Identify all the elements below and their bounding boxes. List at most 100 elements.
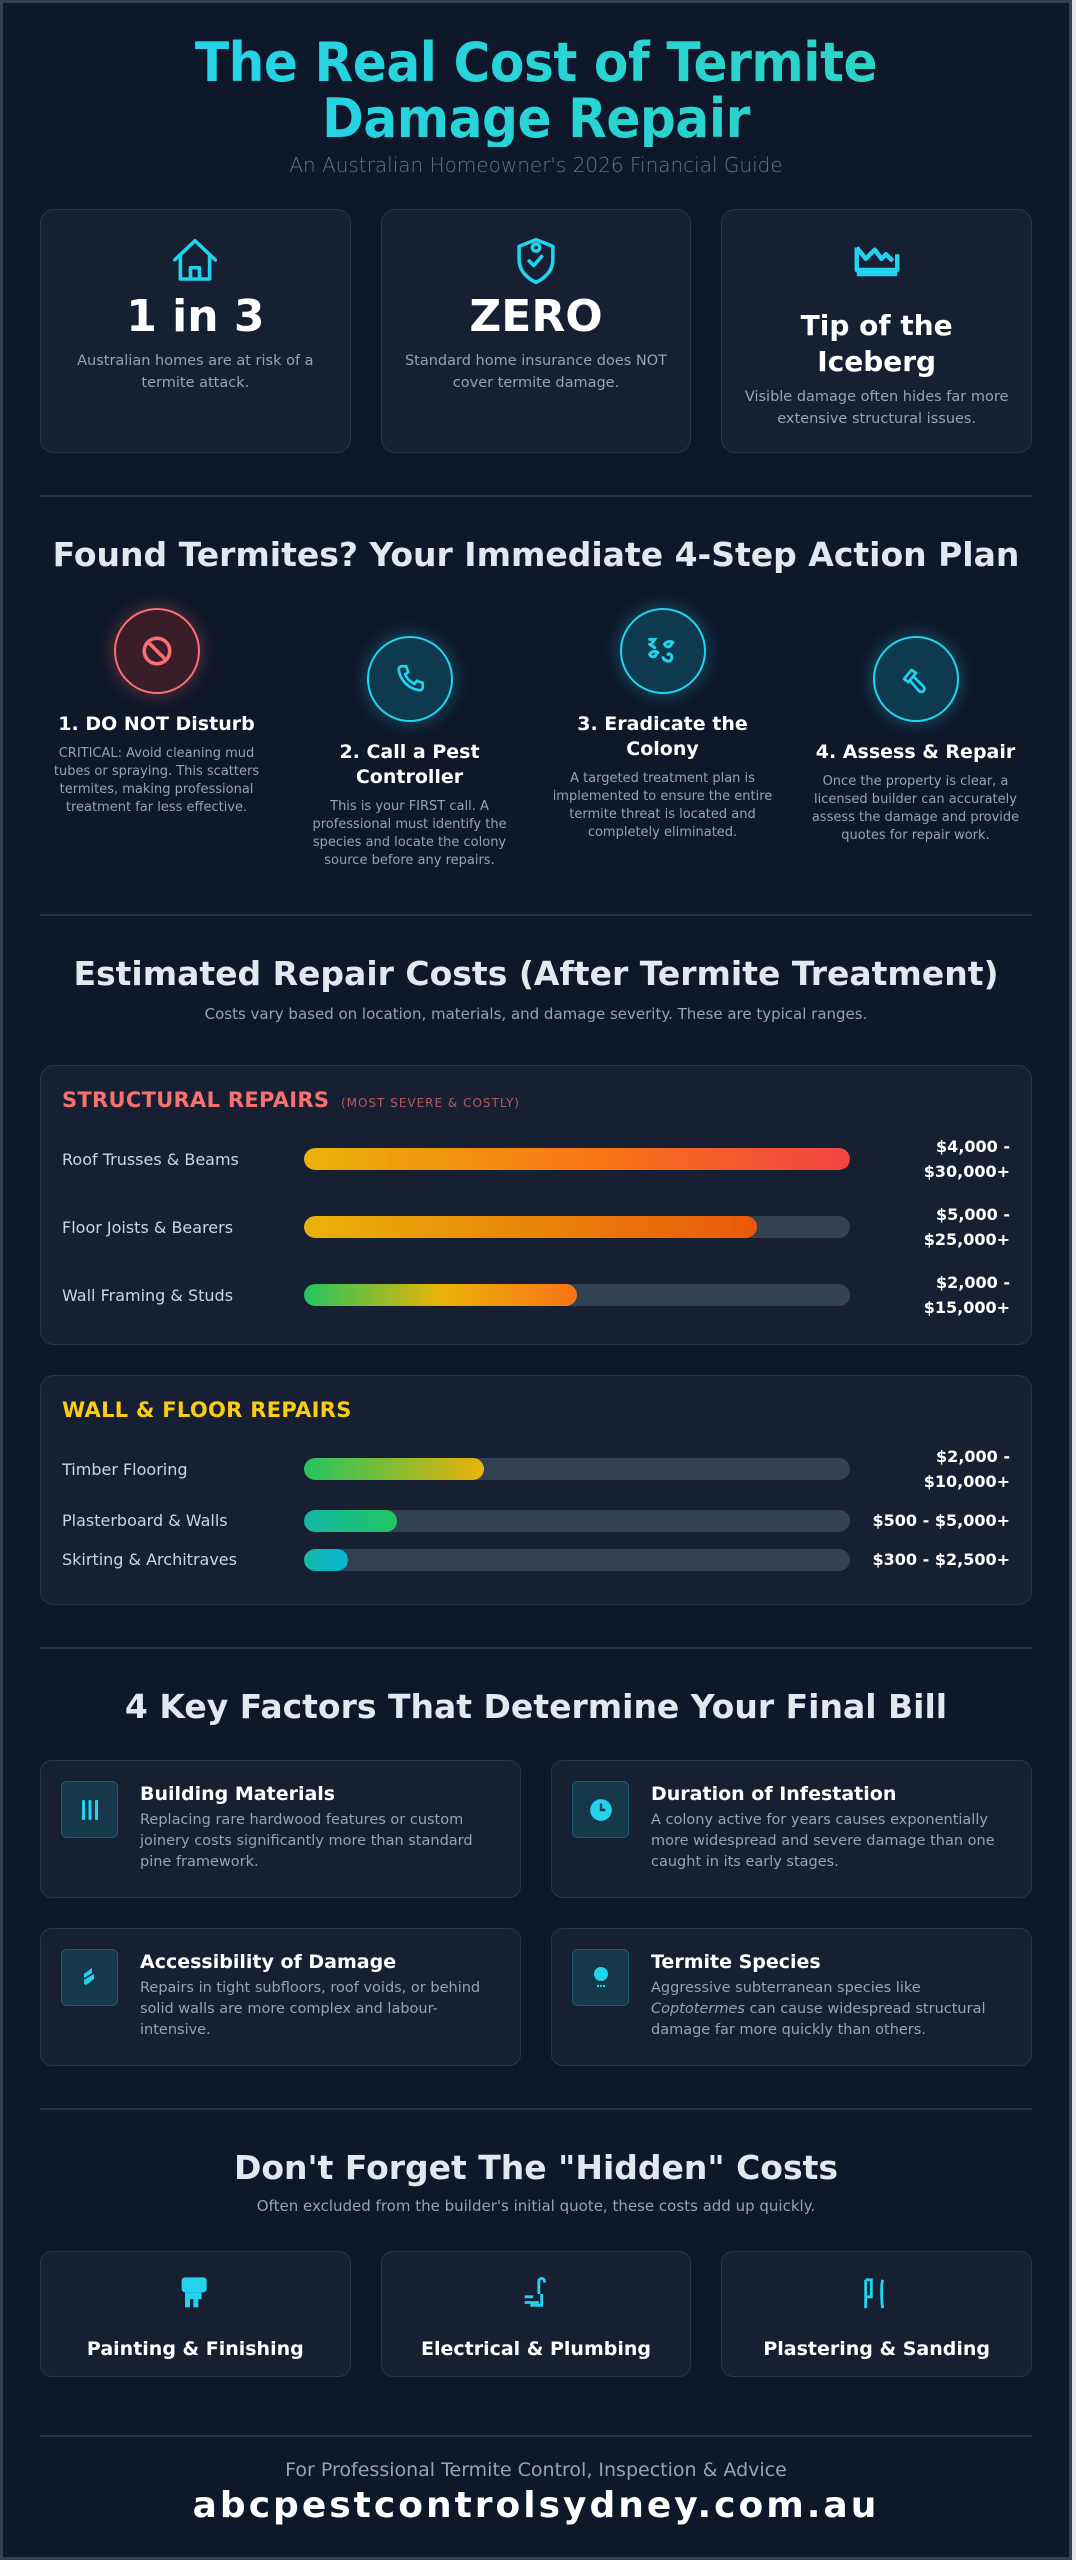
cost-row: Roof Trusses & Beams $4,000 - $30,000+ xyxy=(62,1134,1010,1184)
cost-row: Plasterboard & Walls $500 - $5,000+ xyxy=(62,1508,1010,1533)
cost-bar-fill xyxy=(304,1458,485,1480)
factor-card: Accessibility of Damage Repairs in tight … xyxy=(40,1928,521,2066)
step-1: 1. DO NOT Disturb CRITICAL: Avoid cleani… xyxy=(40,608,273,870)
house-icon xyxy=(173,238,218,281)
paint-roller-icon xyxy=(41,2272,350,2316)
stat-card-insurance: ZERO Standard home insurance does NOT co… xyxy=(380,209,692,453)
stat-card-iceberg: Tip of the Iceberg Visible damage often … xyxy=(721,209,1032,453)
columns-icon xyxy=(61,1781,118,1838)
footer-website-link[interactable]: abcpestcontrolsydney.com.au xyxy=(192,2485,880,2526)
hidden-cost-label: Plastering & Sanding xyxy=(763,2338,990,2360)
bugs-icon xyxy=(647,637,674,663)
section-divider xyxy=(40,2108,1032,2110)
cost-label: Floor Joists & Bearers xyxy=(62,1217,234,1237)
step-title: 4. Assess & Repair xyxy=(815,741,1016,763)
factor-title: Building Materials xyxy=(140,1783,336,1805)
cost-row: Skirting & Architraves $300 - $2,500+ xyxy=(62,1547,1010,1572)
cost-bar-track xyxy=(304,1216,850,1238)
hidden-costs-grid: Painting & Finishing Electrical & Plumbi… xyxy=(40,2251,1032,2377)
step-title: 2. Call a Pest Controller xyxy=(339,741,480,788)
steps-row: 1. DO NOT Disturb CRITICAL: Avoid cleani… xyxy=(40,608,1032,870)
factor-text: A colony active for years causes exponen… xyxy=(651,1812,995,1870)
hidden-costs-section: Don't Forget The "Hidden" Costs Often ex… xyxy=(40,2148,1032,2377)
section-divider xyxy=(40,1647,1032,1649)
stat-text: Visible damage often hides far more exte… xyxy=(744,389,1009,427)
step-text: CRITICAL: Avoid cleaning mud tubes or sp… xyxy=(53,746,260,815)
cost-bar-fill xyxy=(304,1148,850,1170)
factor-text: Repairs in tight subfloors, roof voids, … xyxy=(140,1980,481,2038)
step-3: 3. Eradicate the Colony A targeted treat… xyxy=(546,608,779,870)
section-divider xyxy=(40,495,1032,497)
cost-row: Wall Framing & Studs $2,000 - $15,000+ xyxy=(62,1270,1010,1320)
hidden-cost-label: Painting & Finishing xyxy=(86,2338,304,2360)
step-title: 1. DO NOT Disturb xyxy=(58,713,255,735)
factors-section: 4 Key Factors That Determine Your Final … xyxy=(40,1687,1032,2066)
factor-card: Building Materials Replacing rare hardwoo… xyxy=(40,1760,521,1898)
step-icon-circle xyxy=(366,636,453,722)
trowel-icon xyxy=(722,2272,1031,2316)
hidden-cost-label: Electrical & Plumbing xyxy=(420,2338,651,2360)
cost-range: $4,000 - $30,000+ xyxy=(923,1137,1010,1181)
factors-grid: Building Materials Replacing rare hardwoo… xyxy=(40,1760,1032,2066)
step-text: A targeted treatment plan is implemented… xyxy=(552,771,773,840)
step-title: 3. Eradicate the Colony xyxy=(577,713,748,760)
hidden-costs-title: Don't Forget The "Hidden" Costs xyxy=(233,2148,839,2187)
step-icon-circle xyxy=(872,636,959,722)
plug-icon xyxy=(382,2272,691,2316)
factor-title: Duration of Infestation xyxy=(651,1783,897,1805)
hidden-cost-card: Painting & Finishing xyxy=(40,2251,351,2377)
cost-label: Plasterboard & Walls xyxy=(62,1511,228,1530)
stat-value: Tip of the Iceberg xyxy=(800,309,953,378)
cost-bar-track xyxy=(304,1458,850,1480)
stat-card-risk: 1 in 3 Australian homes are at risk of a… xyxy=(40,209,351,453)
cost-bar-track xyxy=(304,1148,850,1170)
section-divider xyxy=(40,2435,1032,2437)
factor-text: Replacing rare hardwood features or cust… xyxy=(140,1812,473,1870)
footer-tagline: For Professional Termite Control, Inspec… xyxy=(285,2459,787,2481)
step-icon-circle xyxy=(113,608,200,694)
page-subtitle: An Australian Homeowner's 2026 Financial… xyxy=(289,153,783,177)
cost-range: $2,000 - $10,000+ xyxy=(923,1447,1010,1491)
cost-bar-fill xyxy=(304,1216,758,1238)
bug-icon xyxy=(572,1949,629,2006)
step-text: This is your FIRST call. A professional … xyxy=(312,799,507,868)
panel-title: WALL & FLOOR REPAIRS xyxy=(62,1398,352,1422)
cost-range: $2,000 - $15,000+ xyxy=(923,1273,1010,1317)
factor-card: Termite Species Aggressive subterranean s… xyxy=(551,1928,1032,2066)
page-title: The Real Cost of Termite Damage Repair xyxy=(75,35,998,147)
hammer-icon xyxy=(902,668,926,694)
clock-icon xyxy=(572,1781,629,1838)
stats-row: 1 in 3 Australian homes are at risk of a… xyxy=(40,209,1032,453)
structural-note: (MOST SEVERE & COSTLY) xyxy=(340,1096,520,1110)
repair-costs-subtitle: Costs vary based on location, materials,… xyxy=(204,1005,868,1023)
hidden-cost-card: Plastering & Sanding xyxy=(721,2251,1032,2377)
cost-bar-fill xyxy=(304,1284,577,1306)
structural-title: STRUCTURAL REPAIRS xyxy=(62,1088,330,1112)
cost-bar-track xyxy=(304,1509,850,1532)
hero: The Real Cost of Termite Damage Repair A… xyxy=(40,3,1032,178)
step-4: 4. Assess & Repair Once the property is … xyxy=(799,636,1032,870)
factors-title: 4 Key Factors That Determine Your Final … xyxy=(124,1687,948,1726)
stat-text: Australian homes are at risk of a termit… xyxy=(77,353,314,391)
step-icon-circle xyxy=(619,608,706,694)
hidden-cost-card: Electrical & Plumbing xyxy=(380,2251,692,2377)
structural-repairs-panel: STRUCTURAL REPAIRS (MOST SEVERE & COSTLY… xyxy=(40,1065,1032,1345)
panel-title: STRUCTURAL REPAIRS (MOST SEVERE & COSTLY… xyxy=(62,1088,1010,1112)
factor-text: Aggressive subterranean species like Cop… xyxy=(651,1980,986,2038)
shield-bug-icon xyxy=(517,237,555,285)
step-2: 2. Call a Pest Controller This is your F… xyxy=(293,636,526,870)
action-plan-title: Found Termites? Your Immediate 4-Step Ac… xyxy=(52,535,1020,574)
cost-bar-fill xyxy=(304,1509,397,1532)
step-text: Once the property is clear, a licensed b… xyxy=(811,774,1020,843)
factor-card: Duration of Infestation A colony active f… xyxy=(551,1760,1032,1898)
cost-bar-fill xyxy=(304,1548,348,1571)
cost-range: $500 - $5,000+ xyxy=(872,1511,1010,1530)
section-divider xyxy=(40,914,1032,916)
cost-bar-track xyxy=(304,1284,850,1306)
factor-title: Accessibility of Damage xyxy=(140,1951,397,1973)
cost-row: Floor Joists & Bearers $5,000 - $25,000+ xyxy=(62,1202,1010,1252)
factor-title: Termite Species xyxy=(651,1951,821,1973)
hidden-costs-subtitle: Often excluded from the builder's initia… xyxy=(256,2197,816,2215)
footer: For Professional Termite Control, Inspec… xyxy=(40,2459,1032,2526)
